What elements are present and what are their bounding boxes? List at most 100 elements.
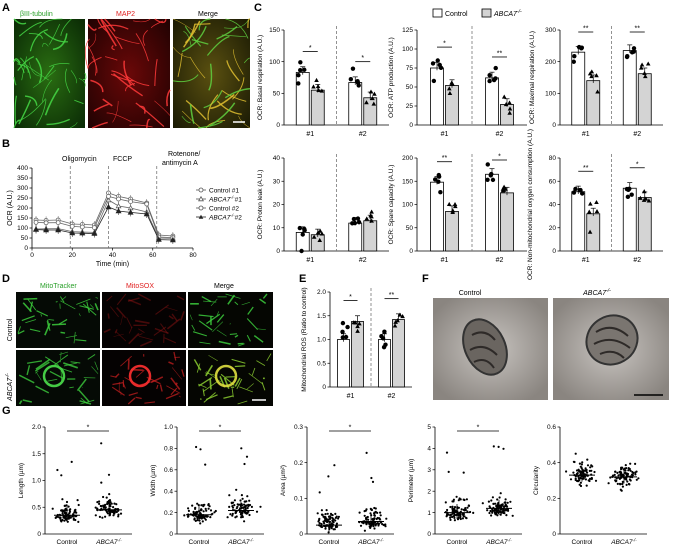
cell-process	[176, 295, 185, 301]
scatter-point	[572, 460, 576, 463]
dot-ko	[392, 323, 398, 328]
y-tick-label: 20	[549, 225, 557, 232]
cell-process	[86, 301, 90, 313]
y-tick-label: 350	[17, 175, 28, 182]
point-3	[33, 226, 40, 232]
scatter-point	[502, 447, 505, 450]
cell-process	[21, 315, 35, 322]
cell-process	[61, 296, 67, 301]
point-3	[105, 203, 112, 210]
cell-process	[127, 397, 136, 405]
cell-process	[198, 377, 213, 387]
label-mitosox: MitoSOX	[126, 283, 154, 290]
bar-ko	[363, 220, 378, 252]
sig-label: *	[349, 425, 352, 432]
dot-control	[298, 67, 303, 73]
y-tick-label: 0.6	[164, 467, 173, 474]
y-tick-label: 100	[545, 91, 556, 98]
scatter-point	[100, 481, 103, 484]
y-tick-label: 0	[299, 531, 303, 538]
fiber	[243, 57, 251, 64]
cell-process	[112, 381, 124, 386]
label-map2: MAP2	[116, 11, 135, 18]
y-tick-label: 2	[427, 488, 431, 495]
scatter-point	[504, 498, 507, 501]
cell-process	[94, 303, 99, 311]
fiber	[69, 122, 78, 129]
scatter-point	[481, 502, 484, 505]
fiber	[70, 70, 77, 84]
dot-ko	[500, 188, 506, 193]
series-line-1	[35, 199, 173, 239]
category-ko-name: ABCA7	[357, 539, 380, 546]
fiber	[21, 56, 28, 81]
scatter-point	[372, 525, 375, 528]
scatter-point	[579, 470, 582, 473]
cell-process	[262, 293, 268, 299]
cell-process	[54, 359, 61, 366]
cell-process	[122, 383, 126, 389]
scatter-point	[365, 518, 368, 521]
scatter-point	[499, 513, 502, 516]
point-2	[79, 224, 85, 230]
label-merge-a: Merge	[198, 11, 218, 18]
scatter-point	[325, 509, 328, 512]
cell-process	[128, 299, 142, 306]
fiber	[224, 87, 251, 99]
fiber	[18, 99, 32, 125]
scatter-point	[621, 482, 624, 485]
fiber	[98, 24, 129, 30]
fiber	[17, 56, 35, 71]
y-tick-label: 75	[406, 65, 414, 72]
cell-process	[60, 367, 73, 373]
point-3	[43, 226, 50, 233]
cell-process	[134, 319, 150, 325]
scatter-point	[213, 511, 216, 514]
image-d-ko-merge	[188, 350, 273, 406]
y-tick-label: 0.5	[317, 360, 326, 367]
category-control: Control	[447, 539, 469, 546]
y-tick-label: 1.5	[317, 313, 326, 320]
fiber	[194, 23, 211, 25]
cell-process	[216, 311, 220, 316]
legend-c-ko: ABCA7	[493, 11, 518, 18]
cell-process	[253, 335, 264, 343]
dot-control	[485, 177, 490, 182]
y-axis-label: OCR: Proton leak (A.U.)	[257, 170, 264, 240]
group-label: #1	[347, 393, 355, 400]
legend-b: Control #1 ABCA7-/-#1 Control #2 ABCA7-/…	[196, 187, 242, 221]
y-tick-label: 0	[322, 384, 326, 391]
sig-label: *	[219, 425, 222, 432]
scatter-point	[99, 504, 102, 508]
fiber	[49, 23, 61, 45]
scatter-point	[453, 506, 457, 509]
scatter-point	[375, 517, 378, 521]
fiber	[198, 18, 211, 31]
fiber	[83, 72, 87, 81]
point-2	[128, 199, 134, 205]
legend-marker-ctrl2	[198, 205, 204, 211]
scatter-point	[98, 500, 101, 503]
y-tick-label: 0	[276, 248, 280, 255]
fiber	[49, 63, 70, 68]
group-label: #2	[633, 257, 641, 264]
scatter-point	[375, 522, 378, 525]
cell-process	[95, 297, 99, 299]
fiber	[42, 43, 49, 47]
scatter-point	[187, 515, 190, 518]
cell-process	[202, 300, 217, 303]
fiber	[154, 18, 167, 24]
group-label: #1	[441, 131, 449, 138]
scatter-point	[199, 522, 202, 525]
scatter-point	[495, 511, 498, 514]
scatter-point	[460, 508, 463, 511]
scatter-point	[63, 519, 66, 522]
fiber	[191, 38, 209, 45]
panel-d: MitoTracker MitoSOX Merge Control ABCA7-…	[5, 283, 273, 406]
fiber	[113, 73, 143, 97]
dot-control	[629, 192, 634, 197]
cell-process	[248, 373, 264, 385]
scatter-point	[459, 517, 462, 521]
scatter-point	[579, 472, 582, 475]
scatter-point	[69, 508, 72, 511]
